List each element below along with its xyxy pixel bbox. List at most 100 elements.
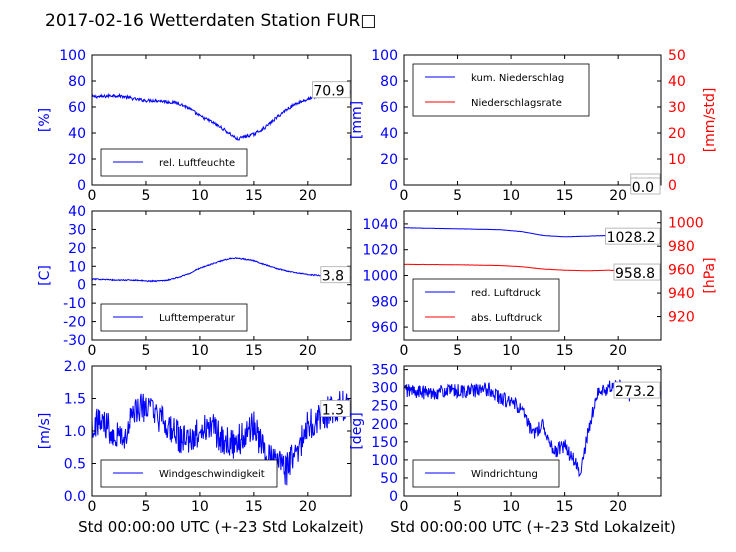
ytick2-label: 40	[668, 74, 686, 90]
ytick-label: 0	[389, 489, 398, 505]
ytick-label: 0	[77, 278, 86, 294]
xtick-label: 10	[502, 499, 520, 515]
ytick-label: 1040	[362, 217, 398, 233]
xtick-label: 5	[453, 499, 462, 515]
ytick-label: 60	[68, 100, 86, 116]
series-line-temperature-0	[92, 257, 351, 283]
xtick-label: 5	[453, 343, 462, 359]
panel-precip: 0 5 10 15 20 0 20 40 60 80 100 0 10 20 30 40 50 [mm] [mm/s…	[349, 48, 718, 204]
xtick-label: 10	[191, 188, 209, 204]
xtick-label: 15	[245, 499, 263, 515]
last-value2-pressure-box	[613, 263, 661, 281]
ytick-label: 100	[59, 48, 86, 64]
ylabel-windspeed: [m/s]	[37, 413, 53, 450]
ytick-label: 1020	[362, 243, 398, 259]
last-value-humidity-box	[311, 81, 351, 99]
ytick2-label: 30	[668, 100, 686, 116]
ytick-label: 10	[68, 259, 86, 275]
panel-windspeed: 0 5 10 15 20 0.0 0.5 1.0 1.5 2.0 [m/s] 1.3 Windgesch…	[37, 359, 352, 515]
last-value2-pressure: 958.8	[615, 266, 655, 282]
ytick-label: 0.5	[64, 457, 86, 473]
xtick-label: 10	[502, 188, 520, 204]
ytick-label: -10	[63, 296, 86, 312]
ytick-label: 80	[68, 74, 86, 90]
ytick2-label: 0	[668, 178, 677, 194]
ytick-label: 960	[371, 320, 398, 336]
xtick-label: 20	[299, 188, 317, 204]
ytick-label: 30	[68, 222, 86, 238]
xtick-label: 15	[556, 499, 574, 515]
ytick-label: 0.0	[64, 489, 86, 505]
ytick-label: 0	[77, 178, 86, 194]
figure-title: 2017-02-16 Wetterdaten Station FUR□	[45, 11, 376, 31]
ylabel2-precip: [mm/std]	[702, 88, 718, 153]
ytick-label: 300	[371, 381, 398, 397]
ytick-label: 100	[371, 48, 398, 64]
legend-label: red. Luftdruck	[471, 288, 541, 299]
ytick2-label: 10	[668, 152, 686, 168]
panel-humidity: 0 5 10 15 20 0 20 40 60 80 100 [%] 70.9 rel. Luftfeuc…	[37, 48, 352, 204]
ytick-label: 200	[371, 417, 398, 433]
last-value-temperature: 3.8	[322, 269, 344, 285]
xtick-label: 15	[245, 343, 263, 359]
series-line-humidity-0	[92, 89, 351, 141]
ytick-label: 350	[371, 363, 398, 379]
ytick-label: 1.5	[64, 392, 86, 408]
ytick2-label: 940	[668, 286, 695, 302]
xtick-label: 5	[141, 499, 150, 515]
legend-label: abs. Luftdruck	[471, 313, 542, 324]
ytick-label: 150	[371, 435, 398, 451]
xtick-label: 0	[400, 343, 409, 359]
xtick-label: 20	[299, 343, 317, 359]
last-value-windspeed: 1.3	[322, 403, 344, 419]
series-line-windspeed-0	[92, 390, 351, 486]
legend-label: Lufttemperatur	[159, 313, 236, 324]
legend-label: Windgeschwindigkeit	[159, 469, 265, 480]
xtick-label: 10	[502, 343, 520, 359]
panel-pressure: 0 5 10 15 20 960 980 1000 1020 1040 920 940 960 980 10…	[362, 210, 718, 359]
xtick-label: 5	[141, 343, 150, 359]
xtick-label: 0	[88, 188, 97, 204]
legend-label: Niederschlagsrate	[471, 98, 562, 109]
ytick-label: 40	[380, 126, 398, 142]
ytick2-label: 1000	[668, 216, 704, 232]
ylabel-winddir: [deg]	[349, 412, 365, 449]
ytick-label: 0	[389, 178, 398, 194]
xtick-label: 5	[141, 188, 150, 204]
ytick-label: 50	[380, 471, 398, 487]
xtick-label: 20	[299, 499, 317, 515]
axes-frame-temperature	[91, 210, 352, 341]
ytick2-label: 920	[668, 310, 695, 326]
xtick-label: 10	[191, 499, 209, 515]
ytick-label: 40	[68, 126, 86, 142]
ytick2-label: 960	[668, 263, 695, 279]
last-value-pressure: 1028.2	[607, 230, 656, 246]
ytick-label: -30	[63, 333, 86, 349]
ytick2-label: 50	[668, 48, 686, 64]
ylabel-precip: [mm]	[349, 101, 365, 139]
ytick-label: 1000	[362, 269, 398, 285]
panel-temperature: 0 5 10 15 20 -30 -20 -10 0 10 20 30 40 [C] 3.8 Lufttemp…	[37, 204, 352, 359]
legend-precip	[412, 63, 590, 117]
ytick2-label: 20	[668, 126, 686, 142]
axes-frame-humidity	[91, 54, 352, 186]
xtick-label: 0	[88, 343, 97, 359]
legend-label: Windrichtung	[471, 469, 538, 480]
ytick-label: 980	[371, 294, 398, 310]
xtick-label: 0	[88, 499, 97, 515]
last-value2-precip-box	[630, 177, 661, 195]
last-value-temperature-box	[320, 266, 351, 284]
panel-winddir: 0 5 10 15 20050100150200250300350[deg]273.2W…	[349, 363, 662, 515]
last-value-winddir: 273.2	[615, 384, 655, 400]
xlabel-bottom-left: Std 00:00:00 UTC (+-23 Std Lokalzeit)	[78, 518, 364, 536]
xtick-label: 20	[609, 343, 627, 359]
axes-frame-precip	[403, 54, 662, 186]
last-value2-precip: 0.0	[632, 180, 654, 196]
ytick-label: 60	[380, 100, 398, 116]
xtick-label: 20	[609, 499, 627, 515]
last-value-pressure-box	[605, 227, 661, 245]
legend-label: rel. Luftfeuchte	[159, 158, 235, 169]
ytick-label: 250	[371, 399, 398, 415]
ytick-label: 80	[380, 74, 398, 90]
